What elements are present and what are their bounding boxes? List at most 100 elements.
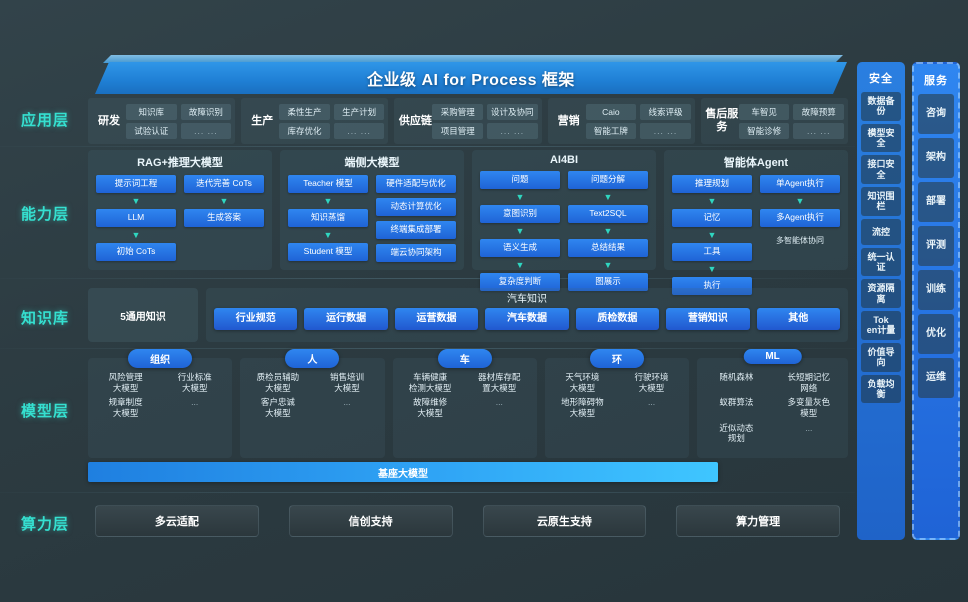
security-rail-title: 安全 [869,73,893,85]
capability-chip[interactable]: 意图识别 [480,205,560,223]
capability-chip[interactable]: 迭代完善 CoTs [184,175,264,193]
model-cell[interactable]: 地形障碍物 大模型 [561,397,604,418]
model-cell[interactable]: 规章制度 大模型 [108,397,143,418]
knowledge-chip[interactable]: 营销知识 [666,308,750,330]
capability-chip[interactable]: Teacher 模型 [288,175,368,193]
divider [0,278,855,279]
compute-item[interactable]: 算力管理 [676,505,840,537]
security-rail-item[interactable]: 价值导向 [861,342,901,372]
capability-chip[interactable]: 端云协同架构 [376,244,456,262]
model-cell[interactable]: 随机森林 [719,372,754,382]
model-group: 车车辆健康 检测大模型 器材库存配 置大模型 故障维修 大模型... [392,349,537,458]
model-cell[interactable]: 客户忠诚 大模型 [260,397,295,418]
application-cell[interactable]: 采购管理 [432,103,483,120]
compute-item[interactable]: 云原生支持 [482,505,647,537]
knowledge-general-box[interactable]: 5通用知识 [88,288,198,342]
knowledge-chip[interactable]: 运营数据 [394,308,479,330]
capability-chip[interactable]: 复杂度判断 [480,273,560,291]
application-cell[interactable]: 线索评级 [640,103,691,120]
capability-chip[interactable]: 多Agent执行 [760,209,840,227]
security-rail-item[interactable]: 流控 [861,218,901,245]
service-rail-item[interactable]: 评测 [918,226,954,266]
model-cell[interactable]: 多变量灰色 模型 [787,397,831,418]
application-cell[interactable]: 智能诊修 [738,122,790,139]
security-rail-item[interactable]: 负载均衡 [861,374,901,404]
application-cell[interactable]: 故障识别 [180,103,232,120]
application-cell[interactable]: 柔性生产 [279,103,330,120]
capability-chip[interactable]: Text2SQL [568,205,648,223]
down-arrow-icon: ▼ [603,260,613,270]
compute-item[interactable]: 信创支持 [288,505,453,537]
security-rail-item[interactable]: 数据备份 [861,92,901,121]
capability-chip[interactable]: 总结结果 [568,239,648,257]
knowledge-chip[interactable]: 运行数据 [304,308,388,330]
model-group: 人质检员辅助 大模型 销售培训 大模型 客户忠诚 大模型... [240,349,385,458]
model-cell[interactable]: 近似动态 规划 [719,422,754,444]
model-cell[interactable]: 风险管理 大模型 [108,372,143,393]
down-arrow-icon: ▼ [515,260,525,270]
model-cell[interactable]: 蚁群算法 [719,397,754,408]
model-cell[interactable]: 天气环境 大模型 [565,372,600,393]
application-cell[interactable]: Caio [585,103,637,120]
application-cell[interactable]: 车智见 [738,103,790,120]
capability-chip[interactable]: 执行 [672,277,752,295]
capability-chip[interactable]: 提示词工程 [96,175,176,193]
application-cell[interactable]: 库存优化 [279,122,330,139]
security-rail-item[interactable]: Tok en计量 [861,311,901,340]
foundation-model-bar[interactable]: 基座大模型 [88,462,718,482]
service-rail-item[interactable]: 运维 [918,358,954,398]
model-cell[interactable]: 故障维修 大模型 [413,397,448,418]
capability-chip[interactable]: 工具 [672,243,752,261]
application-group-name: 研发 [98,114,120,127]
application-cell[interactable]: 试验认证 [126,122,177,139]
capability-column-left: 推理规划 ▼ 记忆 ▼ 工具 ▼ 执行 [672,175,752,295]
capability-chip[interactable]: 知识蒸馏 [288,209,368,227]
capability-chip[interactable]: 初始 CoTs [96,243,176,261]
application-cell[interactable]: 项目管理 [432,122,483,139]
model-cell[interactable]: 行驶环境 大模型 [634,372,669,393]
divider [0,492,855,493]
application-cell[interactable]: 故障预算 [793,103,845,120]
security-rail-item[interactable]: 接口安全 [861,155,901,185]
model-cell[interactable]: 行业标准 大模型 [177,372,212,393]
application-cell[interactable]: 生产计划 [333,103,385,120]
knowledge-chip[interactable]: 质检数据 [575,308,660,330]
capability-chip[interactable]: 生成答案 [184,209,264,227]
capability-chip[interactable]: 单Agent执行 [760,175,840,193]
capability-columns: Teacher 模型 ▼ 知识蒸馏 ▼ Student 模型 硬件适配与优化 动态计算优化终… [280,175,464,262]
application-cell[interactable]: 知识库 [126,103,177,120]
service-rail-item[interactable]: 咨询 [918,94,954,134]
capability-chip[interactable]: 图展示 [568,273,648,291]
application-cell[interactable]: 设计及协同 [487,103,538,120]
security-rail-item[interactable]: 模型安全 [861,123,901,153]
model-cell[interactable]: 长短期记忆 网络 [787,372,831,393]
service-rail-item[interactable]: 训练 [918,270,954,310]
security-rail: 安全 数据备份模型安全接口安全知识围栏流控 统一认证资源隔离 Tok en计量 价值导向… [857,62,905,540]
capability-chip[interactable]: 推理规划 [672,175,752,193]
knowledge-chip[interactable]: 汽车数据 [485,308,569,330]
security-rail-item[interactable]: 资源隔离 [861,279,901,309]
application-cell[interactable]: 智能工牌 [585,122,637,139]
capability-chip[interactable]: 终端集成部署 [376,221,456,239]
model-cell[interactable]: 器材库存配 置大模型 [478,372,521,393]
capability-chip[interactable]: 语义生成 [480,239,560,257]
service-rail-item[interactable]: 部署 [918,182,954,222]
knowledge-chip[interactable]: 行业规范 [214,308,298,330]
service-rail-item[interactable]: 架构 [918,138,954,178]
capability-chip[interactable]: 动态计算优化 [376,198,456,216]
capability-chip[interactable]: 问题 [480,171,560,189]
capability-chip[interactable]: 问题分解 [568,171,648,189]
capability-chip[interactable]: LLM [96,209,176,227]
model-cell[interactable]: 车辆健康 检测大模型 [408,372,452,393]
capability-chip[interactable]: Student 模型 [288,243,368,261]
model-cell[interactable]: 质检员辅助 大模型 [256,372,300,393]
security-rail-item[interactable]: 知识围栏 [861,187,901,216]
model-cell[interactable]: 销售培训 大模型 [329,372,364,393]
capability-chip[interactable]: 硬件适配与优化 [376,175,456,193]
capability-chip[interactable]: 记忆 [672,209,752,227]
security-rail-item[interactable]: 统一认证 [861,247,901,277]
knowledge-chip[interactable]: 其他 [756,308,840,330]
title-banner-highlight [103,55,843,63]
compute-item[interactable]: 多云适配 [95,505,259,537]
service-rail-item[interactable]: 优化 [918,314,954,354]
